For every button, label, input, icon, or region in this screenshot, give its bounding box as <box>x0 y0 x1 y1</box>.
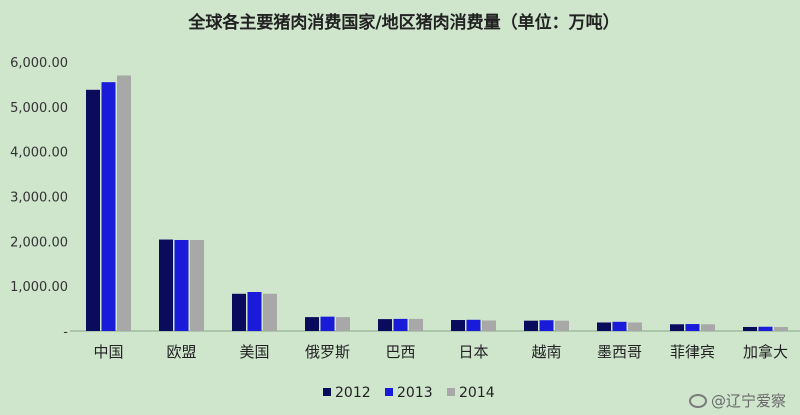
bar-2014-3 <box>336 317 350 331</box>
weibo-icon <box>688 393 707 408</box>
bar-2014-9 <box>774 326 788 331</box>
legend-label: 2014 <box>459 385 495 401</box>
x-tick-label: 俄罗斯 <box>305 343 350 361</box>
x-tick-label: 美国 <box>239 343 269 361</box>
y-tick-label: 6,000.00 <box>10 56 68 71</box>
bar-2012-5 <box>451 320 465 331</box>
bar-2013-9 <box>758 326 773 331</box>
y-tick-label: 4,000.00 <box>10 146 68 161</box>
y-tick-label: 2,000.00 <box>10 235 68 250</box>
chart-title: 全球各主要猪肉消费国家/地区猪肉消费量（单位：万吨） <box>187 12 619 33</box>
bar-2013-4 <box>393 318 408 331</box>
y-axis-ticks: - 1,000.00 2,000.00 3,000.00 4,000.00 5,000.0… <box>10 56 68 340</box>
bar-2014-8 <box>701 324 715 331</box>
bar-2014-2 <box>263 293 277 331</box>
bar-2013-7 <box>612 321 627 331</box>
y-tick-label: 1,000.00 <box>10 280 68 295</box>
x-tick-label: 欧盟 <box>166 343 196 361</box>
x-axis-labels: 中国 欧盟 美国 俄罗斯 巴西 日本 越南 墨西哥 菲律宾 加拿大 <box>93 343 788 361</box>
x-tick-label: 墨西哥 <box>597 343 642 361</box>
bar-2013-5 <box>466 319 481 331</box>
bar-2012-6 <box>524 320 538 331</box>
y-tick-label: - <box>63 325 68 340</box>
bar-2012-1 <box>159 239 173 331</box>
legend-swatch <box>385 388 393 396</box>
bar-2013-1 <box>174 239 189 331</box>
bar-2012-8 <box>670 324 684 331</box>
bar-2013-8 <box>685 324 700 331</box>
bar-2014-4 <box>409 318 423 331</box>
bar-2012-4 <box>378 319 392 331</box>
x-tick-label: 中国 <box>93 343 123 361</box>
x-tick-label: 越南 <box>531 343 561 361</box>
bar-2014-6 <box>555 320 569 331</box>
bar-2012-7 <box>597 322 611 331</box>
bar-2013-3 <box>320 316 335 331</box>
legend-label: 2012 <box>335 385 371 401</box>
x-tick-label: 菲律宾 <box>670 343 715 361</box>
watermark-text: @辽宁爱察 <box>710 392 786 410</box>
bar-2014-5 <box>482 320 496 331</box>
legend-label: 2013 <box>397 385 433 401</box>
watermark: @辽宁爱察 <box>688 390 786 411</box>
bar-2012-9 <box>743 326 757 331</box>
bar-2014-7 <box>628 322 642 331</box>
bar-2013-0 <box>101 82 116 331</box>
bar-2014-1 <box>190 239 204 331</box>
legend-swatch <box>447 388 455 396</box>
legend: 2012 2013 2014 <box>323 385 495 401</box>
bar-2013-2 <box>247 291 262 331</box>
bar-2013-6 <box>539 320 554 331</box>
bar-2012-3 <box>305 317 319 331</box>
x-tick-label: 巴西 <box>385 343 415 361</box>
y-tick-label: 3,000.00 <box>10 191 68 206</box>
bars <box>86 75 788 332</box>
legend-swatch <box>323 388 331 396</box>
x-tick-label: 日本 <box>458 343 488 361</box>
bar-2012-0 <box>86 89 100 332</box>
x-tick-label: 加拿大 <box>743 343 788 361</box>
bar-2014-0 <box>117 75 131 331</box>
bar-2012-2 <box>232 293 246 331</box>
y-tick-label: 5,000.00 <box>10 101 68 116</box>
